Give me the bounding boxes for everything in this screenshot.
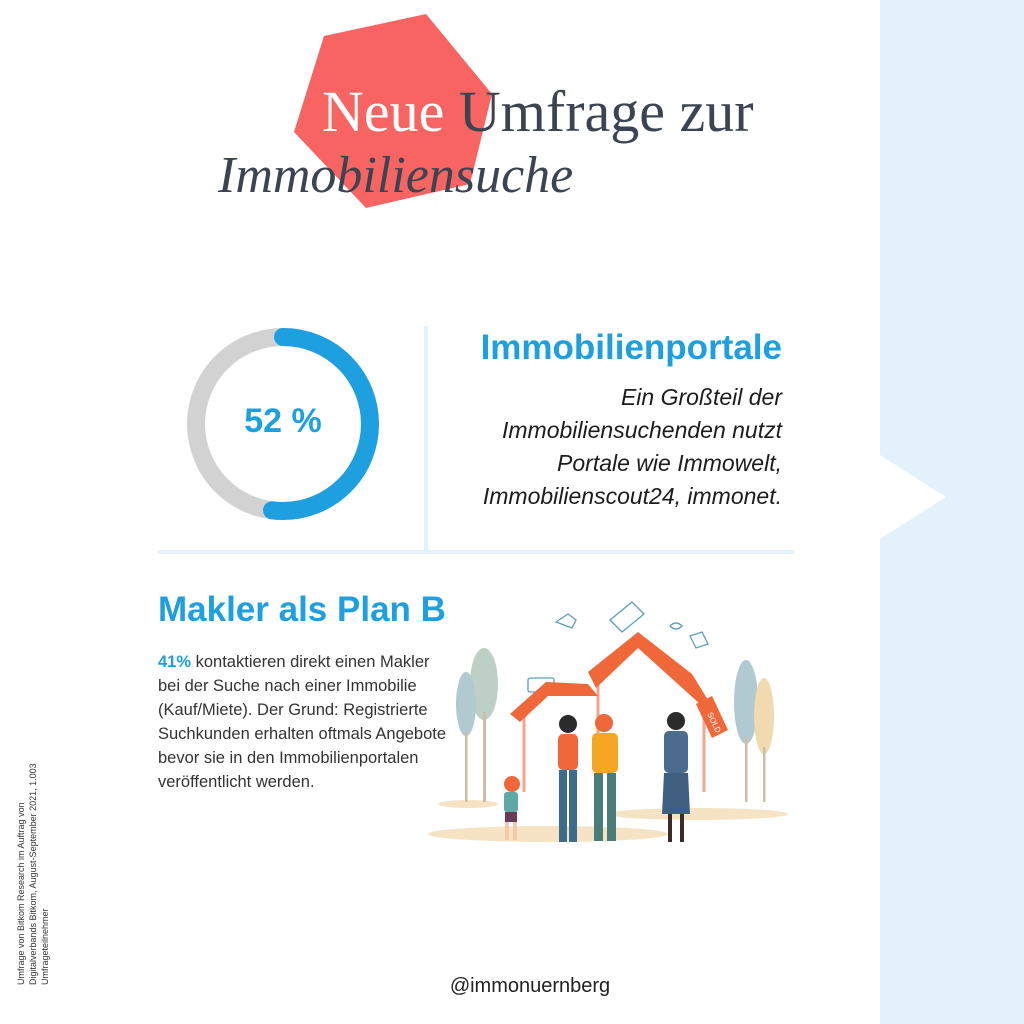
vertical-divider — [424, 326, 428, 550]
makler-heading: Makler als Plan B — [158, 590, 446, 629]
title-highlight-word: Neue — [322, 79, 445, 144]
makler-body-text: kontaktieren direkt einen Makler bei der… — [158, 653, 447, 791]
coral-hexagon-shape — [294, 14, 492, 208]
house-roof — [510, 632, 708, 722]
sold-tag: SOLD — [696, 696, 728, 738]
instagram-handle: @immonuernberg — [449, 975, 611, 997]
person-woman — [558, 715, 578, 842]
survey-source-footnote: Umfrage von Bitkom Research im Auftrag v… — [16, 763, 50, 985]
side-panel-notch — [880, 455, 946, 539]
tree-right — [734, 660, 774, 802]
makler-percentage: 41% — [158, 653, 192, 671]
donut-percentage-label: 52 % — [244, 402, 322, 440]
family-house-illustration: SOLD — [428, 601, 788, 842]
makler-description: 41% kontaktieren direkt einen Makler bei… — [158, 650, 448, 794]
tree-left — [456, 648, 498, 802]
person-man — [592, 714, 618, 841]
donut-progress-arc — [187, 328, 379, 520]
percentage-donut-chart — [187, 328, 379, 520]
portals-heading: Immobilienportale — [480, 328, 782, 367]
person-child — [504, 776, 520, 840]
page-subtitle: Immobiliensuche — [218, 147, 574, 204]
title-line1-rest: Umfrage zur — [444, 79, 754, 144]
person-agent — [662, 712, 690, 842]
page-title: Neue Umfrage zur — [322, 78, 754, 145]
portals-description: Ein Großteil der Immobiliensuchenden nut… — [482, 384, 782, 509]
horizontal-divider — [158, 550, 794, 554]
